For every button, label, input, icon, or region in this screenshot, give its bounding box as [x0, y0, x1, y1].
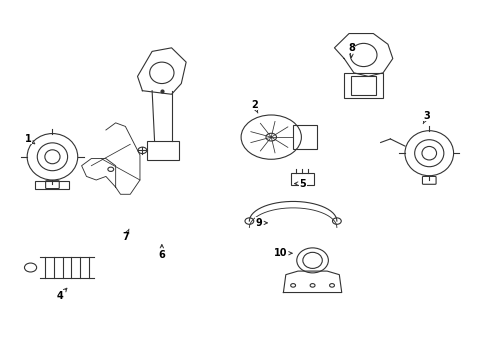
Text: 10: 10	[274, 248, 291, 258]
Bar	[35, 181, 69, 189]
Text: 5: 5	[294, 179, 305, 189]
Text: 8: 8	[347, 43, 354, 58]
Text: 1: 1	[25, 134, 35, 144]
Text: 6: 6	[158, 244, 165, 260]
Text: 3: 3	[422, 111, 429, 124]
Text: 9: 9	[255, 218, 267, 228]
Text: 7: 7	[122, 229, 129, 242]
Text: 4: 4	[56, 288, 67, 301]
Text: 2: 2	[250, 100, 257, 113]
